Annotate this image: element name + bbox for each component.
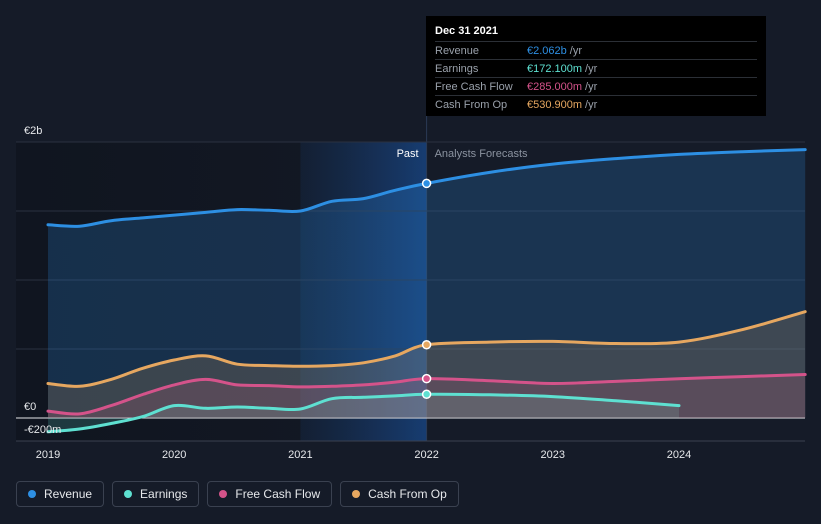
tooltip-label: Earnings bbox=[435, 62, 479, 75]
legend-item-earnings[interactable]: Earnings bbox=[112, 481, 200, 507]
tooltip-row-cash-from-op: Cash From Op €530.900m /yr bbox=[435, 95, 757, 113]
tooltip-value: €285.000m bbox=[527, 80, 583, 93]
x-tick-label: 2019 bbox=[36, 449, 60, 461]
free-cash-flow-line bbox=[46, 373, 807, 416]
earnings-marker bbox=[421, 389, 432, 400]
free-cash-flow-marker bbox=[421, 373, 432, 384]
cash-from-op-line bbox=[46, 310, 807, 388]
legend-item-revenue[interactable]: Revenue bbox=[16, 481, 105, 507]
revenue-area bbox=[48, 149, 806, 418]
x-tick-label: 2021 bbox=[288, 449, 312, 461]
chart-legend: Revenue Earnings Free Cash Flow Cash Fro… bbox=[16, 481, 459, 507]
legend-label: Free Cash Flow bbox=[235, 487, 321, 501]
tooltip-unit: /yr bbox=[585, 62, 598, 75]
x-tick-label: 2023 bbox=[541, 449, 565, 461]
earnings-area bbox=[48, 394, 679, 432]
earnings-line bbox=[46, 392, 681, 434]
tooltip-row-revenue: Revenue €2.062b /yr bbox=[435, 41, 757, 59]
tooltip-row-free-cash-flow: Free Cash Flow €285.000m /yr bbox=[435, 77, 757, 95]
tooltip-label: Free Cash Flow bbox=[435, 80, 513, 93]
legend-label: Revenue bbox=[44, 487, 93, 501]
x-tick-label: 2024 bbox=[667, 449, 691, 461]
legend-dot-icon bbox=[28, 490, 36, 498]
legend-dot-icon bbox=[352, 490, 361, 498]
cash-from-op-marker bbox=[421, 339, 432, 350]
tooltip-unit: /yr bbox=[585, 80, 598, 93]
cash-from-op-area bbox=[48, 311, 806, 418]
tooltip-unit: /yr bbox=[585, 98, 598, 111]
revenue-line bbox=[46, 148, 807, 228]
past-label: Past bbox=[397, 148, 419, 160]
legend-label: Cash From Op bbox=[368, 487, 447, 501]
tooltip-unit: /yr bbox=[569, 44, 582, 57]
x-tick-label: 2020 bbox=[162, 449, 186, 461]
legend-dot-icon bbox=[124, 490, 133, 498]
forecast-label: Analysts Forecasts bbox=[435, 148, 528, 160]
legend-item-cash-from-op[interactable]: Cash From Op bbox=[340, 481, 459, 507]
tooltip-row-earnings: Earnings €172.100m /yr bbox=[435, 59, 757, 77]
highlight-region bbox=[300, 142, 427, 441]
legend-label: Earnings bbox=[140, 487, 188, 501]
x-tick-label: 2022 bbox=[414, 449, 438, 461]
tooltip-label: Cash From Op bbox=[435, 98, 508, 111]
tooltip-value: €2.062b bbox=[527, 44, 567, 57]
legend-dot-icon bbox=[219, 490, 228, 498]
y-label-zero: €0 bbox=[24, 401, 36, 413]
y-label-top: €2b bbox=[24, 125, 42, 137]
data-tooltip: Dec 31 2021 Revenue €2.062b /yr Earnings… bbox=[426, 16, 766, 116]
tooltip-date: Dec 31 2021 bbox=[435, 25, 498, 37]
tooltip-label: Revenue bbox=[435, 44, 480, 57]
tooltip-value: €172.100m bbox=[527, 62, 583, 75]
legend-item-free-cash-flow[interactable]: Free Cash Flow bbox=[207, 481, 333, 507]
y-label-bottom: -€200m bbox=[24, 424, 61, 436]
tooltip-value: €530.900m bbox=[527, 98, 583, 111]
revenue-marker bbox=[421, 178, 432, 189]
